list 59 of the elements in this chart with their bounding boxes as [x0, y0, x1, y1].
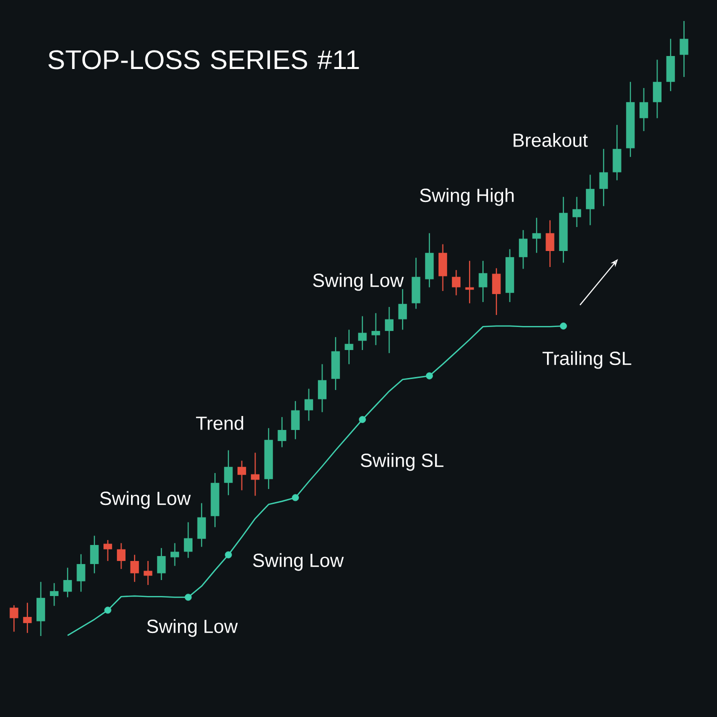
candlestick	[224, 450, 233, 496]
candlestick	[478, 260, 488, 303]
candlestick	[116, 542, 126, 570]
point	[560, 322, 567, 330]
candlestick	[358, 316, 367, 351]
candlestick	[572, 196, 582, 228]
candlestick	[384, 306, 394, 354]
candlestick	[546, 220, 554, 268]
candlestick	[438, 244, 448, 292]
candlestick	[612, 124, 622, 181]
candlestick	[130, 554, 139, 582]
candlestick	[291, 400, 300, 440]
candlestick	[50, 582, 58, 606]
point	[292, 494, 299, 502]
annotation: Breakout	[514, 133, 588, 147]
annotation: Swing High	[420, 188, 514, 206]
annotation: Swiing SL	[360, 453, 444, 471]
candlestick	[492, 268, 501, 316]
candlestick	[640, 87, 648, 132]
point	[224, 551, 232, 558]
candlestick	[250, 452, 260, 496]
candlestick	[90, 535, 99, 574]
candlestick	[36, 581, 46, 637]
point	[426, 372, 433, 380]
text: STOP-LOSS SERIES #11	[48, 50, 359, 70]
candlestick	[10, 604, 18, 632]
candlestick	[599, 148, 608, 207]
candlestick	[680, 20, 688, 78]
candlestick	[304, 388, 314, 422]
candlestick	[63, 567, 72, 598]
point	[358, 416, 366, 424]
candlestick	[398, 288, 407, 330]
annotation: Swing Low	[100, 491, 191, 509]
candlestick	[652, 59, 662, 119]
candlestick	[238, 460, 246, 491]
candlestick	[532, 217, 541, 254]
candlestick	[157, 548, 166, 581]
candlestick	[465, 260, 474, 304]
candlestick	[76, 554, 86, 592]
candlestick	[104, 540, 112, 562]
candlestick	[170, 542, 180, 566]
candlestick	[197, 502, 206, 548]
candlestick	[452, 270, 460, 296]
candlestick	[278, 416, 286, 448]
candlestick	[586, 174, 594, 226]
point	[104, 606, 112, 614]
candlestick	[23, 602, 32, 634]
candlestick	[144, 560, 152, 586]
annotation: Swing Low	[253, 553, 344, 571]
annotation: Swing Low	[313, 273, 404, 291]
candlestick	[372, 312, 380, 346]
point	[184, 594, 192, 601]
candlestick	[184, 522, 192, 558]
annotation: Trailing SL	[542, 351, 632, 369]
candlestick	[318, 364, 326, 413]
annotation: Trend	[196, 416, 244, 430]
candlestick	[518, 230, 528, 270]
candlestick	[344, 329, 354, 365]
annotation: Swing Low	[147, 619, 238, 637]
